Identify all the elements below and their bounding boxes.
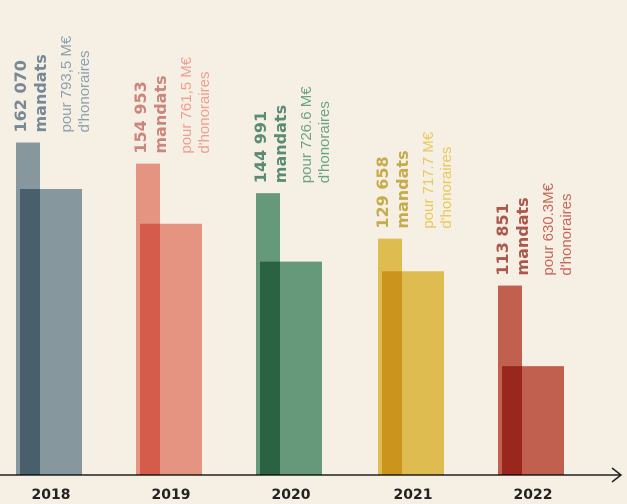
bar bbox=[20, 189, 82, 475]
bar bbox=[382, 271, 444, 475]
series-name: d'honoraires bbox=[76, 50, 93, 132]
series-name: mandats bbox=[151, 75, 170, 153]
value-label: pour 630.3M€ bbox=[540, 182, 557, 275]
value-label: pour 726.6 M€ bbox=[298, 86, 315, 183]
value-label: 129 658 bbox=[373, 156, 392, 228]
bar bbox=[140, 223, 202, 475]
series-name: mandats bbox=[31, 54, 50, 132]
x-tick-label: 2018 bbox=[32, 487, 71, 503]
value-label: 144 991 bbox=[251, 111, 270, 183]
x-tick-label: 2020 bbox=[272, 487, 311, 503]
value-label: pour 761,5 M€ bbox=[178, 56, 195, 153]
x-tick-label: 2019 bbox=[152, 487, 191, 503]
series-name: d'honoraires bbox=[558, 193, 575, 275]
axis-arrow bbox=[611, 467, 623, 483]
value-label: 162 070 bbox=[11, 60, 30, 132]
bar bbox=[502, 366, 564, 475]
series-name: mandats bbox=[393, 150, 412, 228]
series-name: d'honoraires bbox=[316, 101, 333, 183]
value-label: 113 851 bbox=[493, 203, 512, 275]
series-name: mandats bbox=[513, 197, 532, 275]
series-name: d'honoraires bbox=[196, 72, 213, 154]
value-label: pour 717.7 M€ bbox=[420, 131, 437, 228]
value-label: pour 793,5 M€ bbox=[58, 35, 75, 132]
series-name: d'honoraires bbox=[438, 147, 455, 229]
x-tick-label: 2021 bbox=[394, 487, 433, 503]
value-label: 154 953 bbox=[131, 81, 150, 153]
x-tick-label: 2022 bbox=[514, 487, 553, 503]
bar bbox=[260, 261, 322, 475]
series-name: mandats bbox=[271, 105, 290, 183]
